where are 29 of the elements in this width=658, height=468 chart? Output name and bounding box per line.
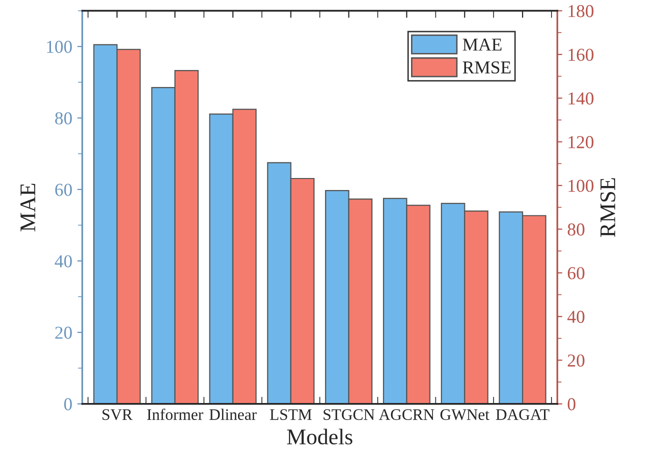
- x-tick-label: Dlinear: [209, 408, 257, 420]
- legend-label: RMSE: [462, 61, 511, 74]
- y2-tick-label: 160: [568, 48, 594, 61]
- x-tick-label: SVR: [102, 409, 133, 420]
- x-tick-label: Informer: [147, 408, 204, 420]
- y-tick-label: 80: [55, 112, 72, 124]
- y-tick-label: 100: [47, 40, 72, 53]
- y2-tick-label: 180: [568, 5, 594, 18]
- x-tick-label: AGCRN: [378, 409, 434, 420]
- y-tick-label: 0: [64, 398, 72, 410]
- y-tick-label: 60: [55, 184, 72, 196]
- x-tick-label: STGCN: [324, 409, 375, 420]
- y2-tick-label: 20: [568, 354, 584, 367]
- y2-tick-label: 80: [568, 223, 584, 236]
- x-tick-label: DAGAT: [496, 409, 550, 420]
- y-axis-title: MAE: [20, 184, 36, 232]
- y2-tick-label: 60: [568, 267, 584, 280]
- y2-axis-title: RMSE: [600, 178, 616, 237]
- legend-label: MAE: [462, 38, 502, 51]
- y2-tick-label: 100: [568, 180, 594, 192]
- y2-tick-label: 140: [568, 92, 594, 105]
- y-tick-label: 20: [55, 326, 72, 339]
- y-tick-label: 40: [54, 255, 72, 268]
- x-tick-label: GWNet: [440, 409, 490, 420]
- x-axis-title: Models: [287, 428, 352, 444]
- y2-tick-label: 40: [567, 310, 584, 323]
- y2-tick-label: 120: [568, 136, 594, 148]
- x-tick-label: LSTM: [270, 409, 312, 420]
- y2-tick-label: 0: [568, 398, 576, 410]
